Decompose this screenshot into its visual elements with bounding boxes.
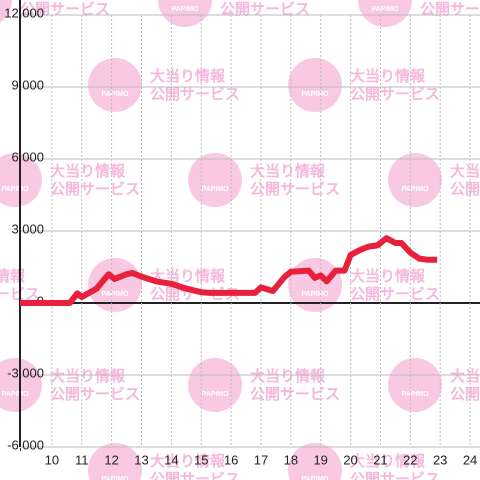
watermark-text: 公開サービス	[450, 181, 480, 198]
watermark-text: 公開サービス	[450, 386, 480, 403]
x-tick-label: 13	[134, 452, 148, 467]
watermark-logo-text: PAPIMO	[401, 391, 429, 398]
x-tick-label: 22	[403, 452, 417, 467]
watermark-logo-text: PAPIMO	[201, 391, 229, 398]
watermark-text: 大当り情報	[0, 267, 26, 285]
x-tick-label: 11	[75, 452, 89, 467]
x-tick-label: 16	[224, 452, 238, 467]
watermark-text: 公開サービス	[50, 386, 140, 403]
x-tick-label: 14	[164, 452, 178, 467]
watermark-logo	[188, 358, 242, 412]
watermark-logo-text: PAPIMO	[401, 186, 429, 193]
x-tick-label: 19	[313, 452, 327, 467]
watermark-text: 公開サービス	[350, 86, 440, 103]
watermark-text: 大当り情報	[450, 162, 480, 180]
watermark-text: 公開サービス	[420, 1, 480, 18]
x-tick-label: 10	[45, 452, 59, 467]
watermark-logo	[88, 58, 142, 112]
plot	[20, 235, 438, 306]
watermark-logo	[158, 0, 212, 27]
x-tick-label: 24	[463, 452, 477, 467]
x-tick-label: 20	[343, 452, 357, 467]
watermark-text: 公開サービス	[150, 471, 240, 480]
watermark-logo-text: PAPIMO	[1, 186, 29, 193]
watermark-logo	[388, 153, 442, 207]
x-tick-label: 17	[254, 452, 268, 467]
y-tick-label: 9,000	[11, 77, 44, 92]
watermark-text: 大当り情報	[450, 367, 480, 385]
watermark-text: 公開サービス	[350, 471, 440, 480]
watermark-logo-text: PAPIMO	[101, 476, 129, 480]
watermark-logo-text: PAPIMO	[101, 91, 129, 98]
x-tick-label: 23	[433, 452, 447, 467]
watermark-text: 公開サービス	[250, 386, 340, 403]
watermark-text: 公開サービス	[220, 1, 310, 18]
watermark-text: 公開サービス	[150, 86, 240, 103]
y-tick-label: 6,000	[11, 149, 44, 164]
watermark-logo-text: PAPIMO	[371, 6, 399, 13]
x-tick-label: 18	[284, 452, 298, 467]
y-tick-label: -3,000	[7, 365, 44, 380]
watermark-text: 大当り情報	[250, 367, 326, 385]
watermark-logo-text: PAPIMO	[1, 391, 29, 398]
x-tick-label: 15	[194, 452, 208, 467]
watermark-text: 公開サービス	[250, 181, 340, 198]
watermark-text: 大当り情報	[150, 452, 226, 470]
watermark-text: 公開サービス	[350, 286, 440, 303]
watermark-text: 大当り情報	[50, 367, 126, 385]
watermark-logo	[288, 443, 342, 480]
watermark-logo	[188, 153, 242, 207]
watermark-text: 大当り情報	[350, 452, 426, 470]
watermark-text: 公開サービス	[20, 1, 110, 18]
watermark-text: 大当り情報	[50, 162, 126, 180]
y-tick-label: 3,000	[11, 221, 44, 236]
x-tick-label: 12	[104, 452, 118, 467]
watermark-logo-text: PAPIMO	[171, 6, 199, 13]
watermark-logo-text: PAPIMO	[301, 291, 329, 298]
watermark-text: 公開サービス	[50, 181, 140, 198]
x-tick-label: 21	[373, 452, 387, 467]
watermark-text: 大当り情報	[350, 67, 426, 85]
watermark-text: 大当り情報	[150, 67, 226, 85]
watermark-logo	[388, 358, 442, 412]
watermark-logo-text: PAPIMO	[301, 476, 329, 480]
watermark-logo	[358, 0, 412, 27]
watermark-logo	[288, 58, 342, 112]
watermark-text: 大当り情報	[350, 267, 426, 285]
watermark-text: 大当り情報	[250, 162, 326, 180]
watermark-logo	[0, 0, 12, 23]
watermark-logo-text: PAPIMO	[301, 91, 329, 98]
watermark-logo-text: PAPIMO	[201, 186, 229, 193]
watermark-logo	[88, 443, 142, 480]
y-tick-label: -6,000	[7, 437, 44, 452]
data-line	[20, 235, 438, 306]
y-tick-label: 12,000	[4, 5, 44, 20]
watermark-logo-text: PAPIMO	[101, 291, 129, 298]
